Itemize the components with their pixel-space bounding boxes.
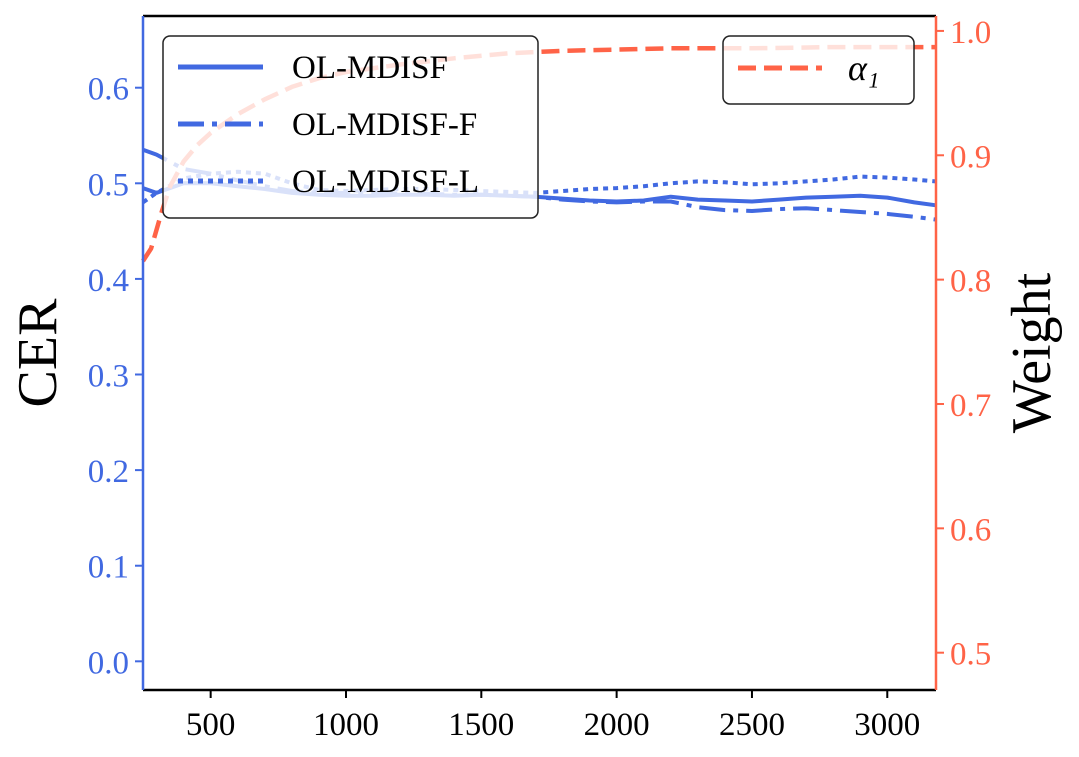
- x-axis-ticks: 500 1000 1500 2000 2500 3000: [186, 690, 920, 743]
- x-tick-label: 3000: [854, 707, 920, 743]
- y2-tick-label: 0.6: [950, 512, 991, 548]
- y-axis-right-ticks: 0.5 0.6 0.7 0.8 0.9 1.0: [936, 15, 991, 673]
- x-tick-label: 2000: [584, 707, 650, 743]
- y-tick-label: 0.2: [88, 454, 129, 490]
- x-tick-label: 1500: [448, 707, 514, 743]
- legend-label-ol-mdisf-l: OL-MDISF-L: [292, 164, 479, 200]
- y-tick-label: 0.4: [88, 263, 129, 299]
- x-tick-label: 500: [186, 707, 236, 743]
- x-tick-label: 1000: [313, 707, 379, 743]
- y2-tick-label: 0.5: [950, 637, 991, 673]
- y-axis-right-title: Weight: [1001, 272, 1063, 433]
- legend-weight: α₁: [722, 35, 915, 105]
- y-tick-label: 0.1: [88, 550, 129, 586]
- legend-cer-box: [162, 35, 539, 219]
- y2-tick-label: 1.0: [950, 15, 991, 51]
- y-axis-left-ticks: 0.0 0.1 0.2 0.3 0.4 0.5 0.6: [88, 72, 143, 681]
- y-tick-label: 0.0: [88, 645, 129, 681]
- y2-tick-label: 0.8: [950, 264, 991, 300]
- y-tick-label: 0.6: [88, 72, 129, 108]
- x-tick-label: 2500: [719, 707, 785, 743]
- legend-label-alpha1: α₁: [848, 48, 879, 88]
- y2-tick-label: 0.7: [950, 388, 991, 424]
- legend-label-ol-mdisf-f: OL-MDISF-F: [292, 107, 477, 143]
- y-axis-left-title: CER: [7, 298, 69, 408]
- legend-cer: OL-MDISF OL-MDISF-F OL-MDISF-L: [162, 35, 539, 219]
- y-tick-label: 0.5: [88, 167, 129, 203]
- legend-label-ol-mdisf: OL-MDISF: [292, 50, 448, 86]
- y-tick-label: 0.3: [88, 359, 129, 395]
- plot-frame: [141, 14, 938, 692]
- y2-tick-label: 0.9: [950, 139, 991, 175]
